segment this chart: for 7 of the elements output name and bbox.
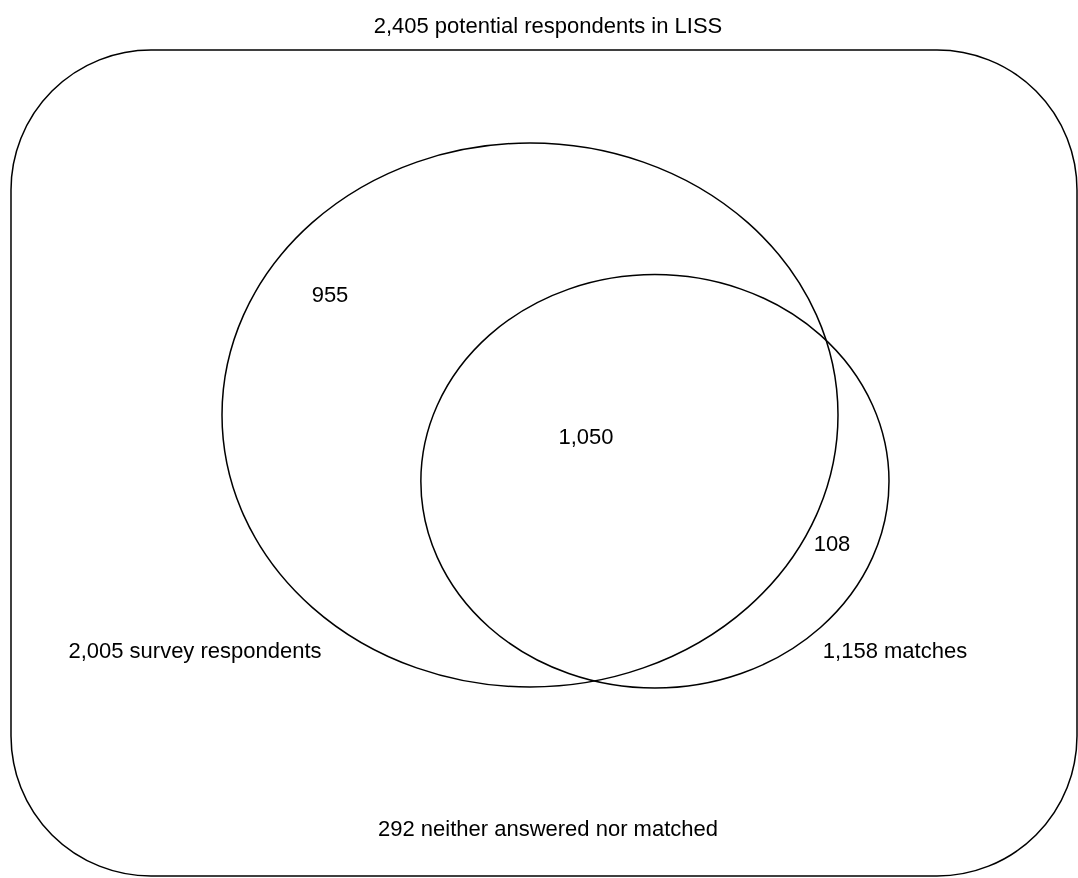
- text: 2,005 survey respondents: [68, 638, 322, 663]
- data-label: 108: [813, 531, 851, 556]
- text: 1,158 matches: [822, 638, 968, 663]
- data-label: 1,050: [558, 424, 614, 449]
- data-label: 955: [311, 282, 349, 307]
- text: 2,405 potential respondents in LISS: [373, 13, 723, 38]
- text: 292 neither answered nor matched: [378, 816, 718, 841]
